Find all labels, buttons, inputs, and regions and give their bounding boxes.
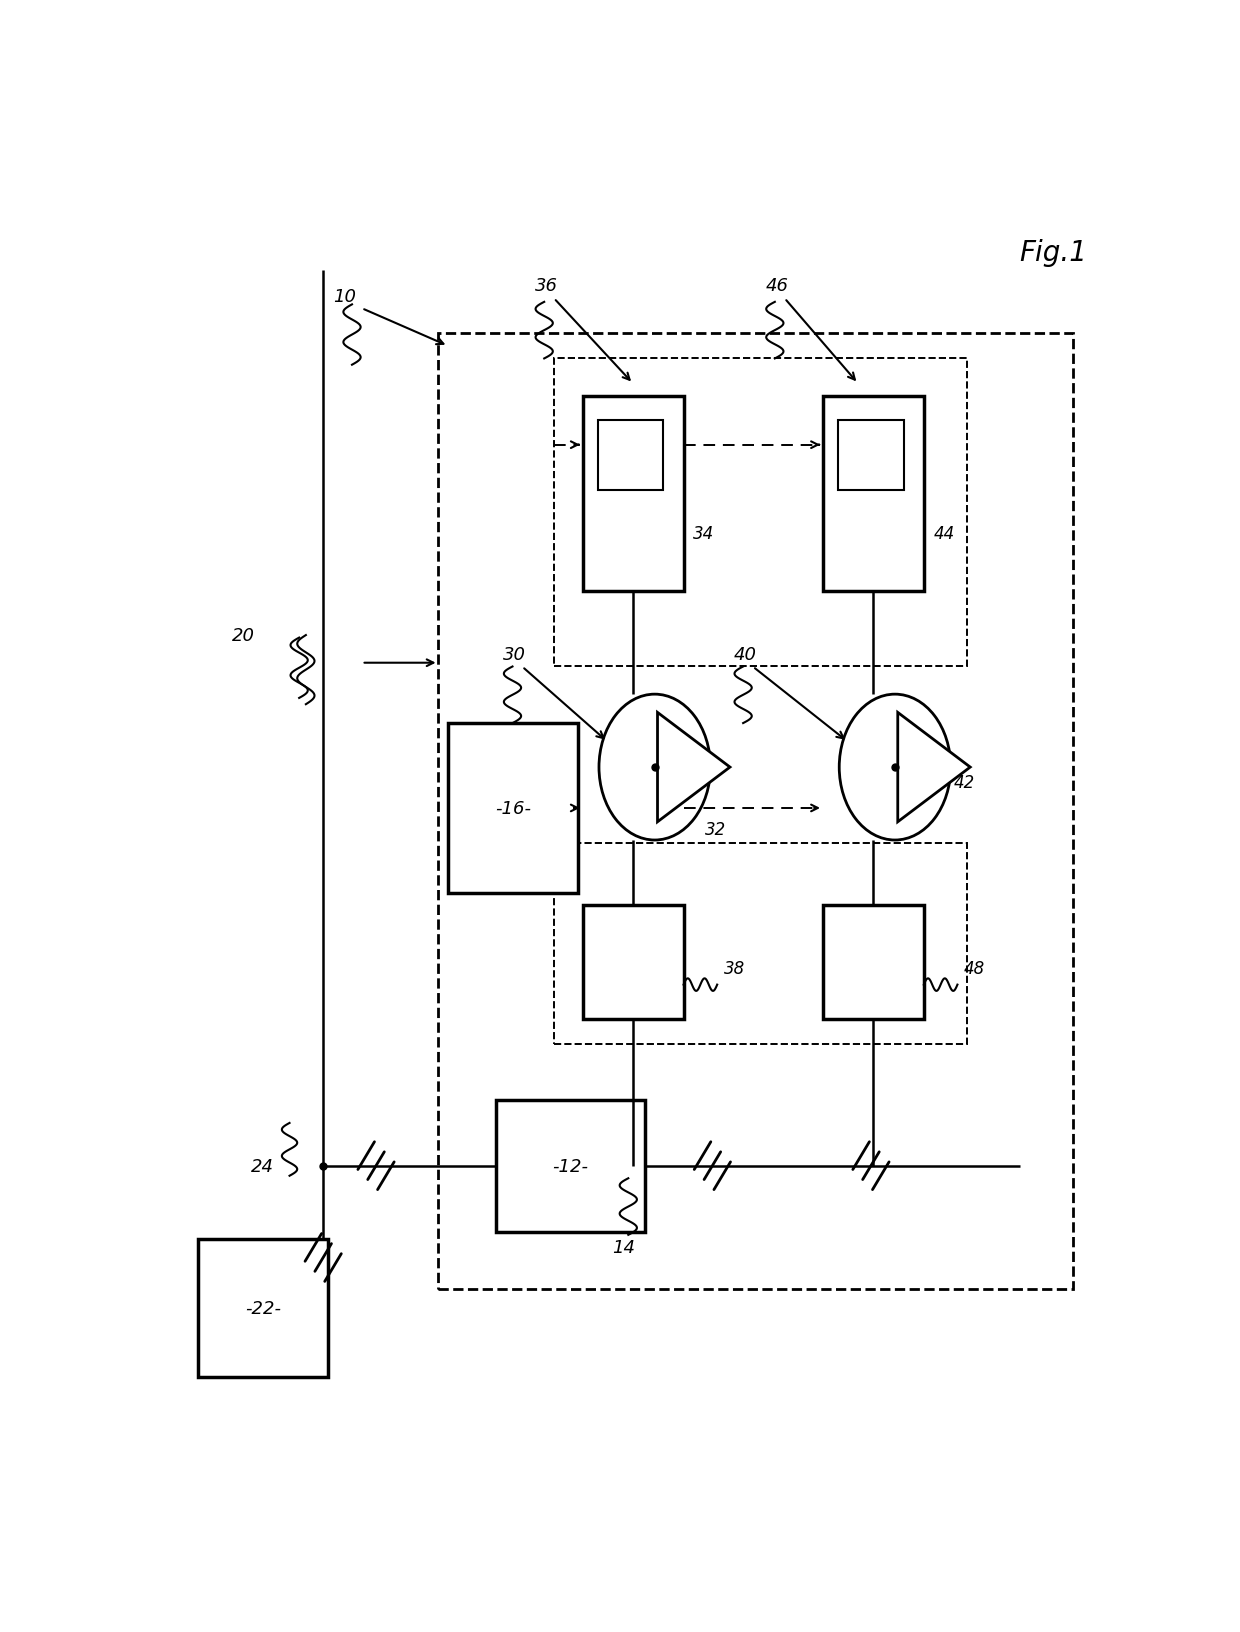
Bar: [198, 1239, 327, 1377]
Bar: [583, 397, 683, 592]
Bar: [554, 844, 967, 1044]
Text: 48: 48: [965, 960, 986, 978]
Polygon shape: [657, 713, 730, 823]
Text: 34: 34: [693, 524, 714, 542]
Polygon shape: [898, 713, 970, 823]
Bar: [823, 397, 924, 592]
Text: 42: 42: [954, 774, 975, 792]
Bar: [448, 723, 578, 893]
Bar: [439, 335, 1073, 1289]
Text: -12-: -12-: [553, 1157, 589, 1175]
Bar: [823, 906, 924, 1018]
Bar: [496, 1100, 645, 1232]
Circle shape: [839, 695, 951, 840]
Text: 44: 44: [934, 524, 955, 542]
Text: -16-: -16-: [495, 800, 531, 818]
Bar: [838, 421, 904, 490]
Text: 36: 36: [534, 277, 558, 295]
Text: 38: 38: [724, 960, 745, 978]
Text: 14: 14: [613, 1239, 635, 1257]
Bar: [598, 421, 663, 490]
Bar: [583, 906, 683, 1018]
Text: 40: 40: [734, 646, 756, 664]
Text: 10: 10: [332, 287, 356, 305]
Text: -22-: -22-: [246, 1299, 281, 1317]
Text: 20: 20: [232, 627, 255, 645]
Text: 24: 24: [250, 1157, 274, 1175]
Circle shape: [599, 695, 711, 840]
Text: 32: 32: [704, 821, 727, 839]
Text: Fig.1: Fig.1: [1019, 238, 1087, 266]
Text: 46: 46: [765, 277, 789, 295]
Text: 30: 30: [503, 646, 526, 664]
Bar: [554, 359, 967, 667]
